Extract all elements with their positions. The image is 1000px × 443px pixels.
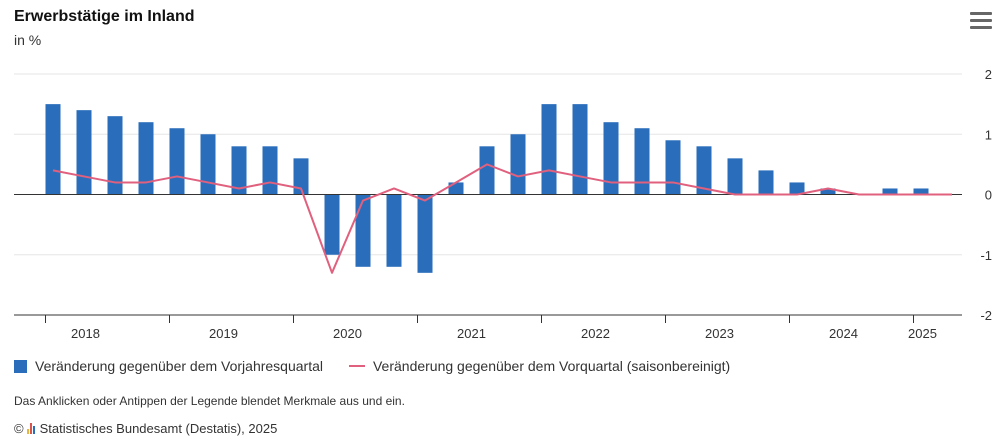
copyright-symbol: ©: [14, 421, 24, 436]
y-tick-label: 0: [985, 188, 992, 203]
data-bar: [603, 122, 619, 195]
legend-item-line[interactable]: Veränderung gegenüber dem Vorquartal (sa…: [348, 358, 731, 374]
legend-line-swatch-icon: [348, 365, 365, 367]
data-bar: [665, 140, 681, 195]
destatis-logo-icon: [26, 423, 36, 434]
data-bar: [510, 134, 526, 195]
data-bar: [262, 146, 278, 195]
y-tick-label: 2: [985, 67, 992, 82]
data-bar: [76, 110, 92, 195]
series-line: [52, 163, 952, 274]
data-bar: [727, 158, 743, 195]
data-bar: [231, 146, 247, 195]
data-bar: [386, 194, 402, 267]
chart-subtitle: in %: [14, 32, 42, 48]
data-bar: [541, 104, 557, 195]
data-bar: [417, 194, 433, 273]
data-bar: [45, 104, 61, 195]
menu-line-icon: [970, 12, 992, 15]
data-bar: [882, 188, 898, 195]
credits-text: Statistisches Bundesamt (Destatis), 2025: [39, 421, 278, 436]
data-bar: [448, 182, 464, 195]
data-bar: [758, 170, 774, 195]
credits[interactable]: © Statistisches Bundesamt (Destatis), 20…: [14, 421, 277, 436]
menu-line-icon: [970, 19, 992, 22]
data-bar: [200, 134, 216, 195]
data-bar: [355, 194, 371, 267]
x-tick-label: 2022: [581, 326, 610, 340]
chart-plot: -2 -1 0 1 2 2018 2019 2020 2021 2022 2023 2024 2025: [14, 67, 992, 340]
legend-bar-swatch-icon: [14, 359, 27, 373]
data-bar: [913, 188, 929, 195]
hamburger-menu-icon[interactable]: [970, 12, 992, 32]
data-bar: [572, 104, 588, 195]
y-tick-label: -1: [980, 248, 992, 263]
x-tick-label: 2023: [705, 326, 734, 340]
legend-bars-label: Veränderung gegenüber dem Vorjahresquart…: [35, 358, 323, 374]
y-tick-label: 1: [985, 127, 992, 142]
menu-line-icon: [970, 26, 992, 29]
data-bar: [293, 158, 309, 195]
x-tick-label: 2019: [209, 326, 238, 340]
data-bar: [479, 146, 495, 195]
legend-hint-text: Das Anklicken oder Antippen der Legende …: [14, 394, 405, 408]
legend: Veränderung gegenüber dem Vorjahresquart…: [14, 358, 756, 374]
data-bar: [107, 116, 123, 195]
data-bar: [820, 188, 836, 195]
data-bar: [634, 128, 650, 195]
y-tick-label: -2: [980, 308, 992, 323]
x-tick-label: 2024: [829, 326, 858, 340]
x-tick-label: 2018: [71, 326, 100, 340]
x-tick-label: 2021: [457, 326, 486, 340]
data-bar: [324, 194, 340, 255]
legend-item-bars[interactable]: Veränderung gegenüber dem Vorjahresquart…: [14, 358, 323, 374]
data-bar: [138, 122, 154, 195]
x-tick-label: 2020: [333, 326, 362, 340]
x-tick-label: 2025: [908, 326, 937, 340]
data-bar: [169, 128, 185, 195]
chart-title: Erwerbstätige im Inland: [14, 8, 195, 25]
legend-line-label: Veränderung gegenüber dem Vorquartal (sa…: [372, 358, 731, 374]
data-bar: [789, 182, 805, 195]
data-bar: [696, 146, 712, 195]
